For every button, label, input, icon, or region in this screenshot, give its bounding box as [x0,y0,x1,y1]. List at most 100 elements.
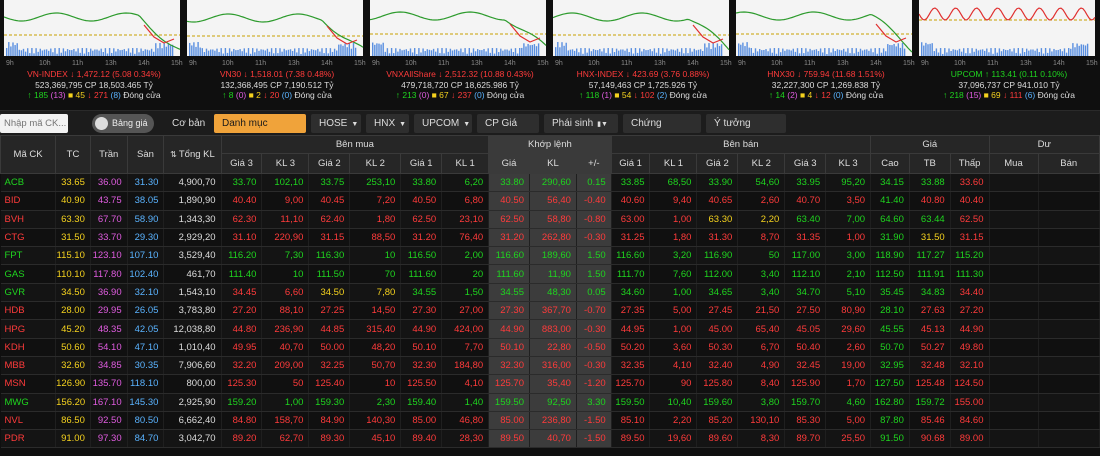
buy-vol-1: 20 [441,264,490,284]
surplus-buy-cell [989,393,1039,412]
table-row[interactable]: BID 40.90 43.75 38.05 1,890,90 40.40 9,00 40.45… [0,191,1100,211]
table-row[interactable]: NVL 86.50 92.50 80.50 6,662,40 84.80 158,70 84.… [0,411,1100,431]
floor-cell: 42.05 [127,319,165,339]
volume-bar [535,46,538,56]
sell-price-3: 112.10 [784,264,827,284]
table-row[interactable]: HDB 28.00 29.95 26.05 3,783,80 27.20 88,10 27.2… [0,301,1100,321]
buy-vol-2: 50,70 [349,356,402,376]
volume-bar [514,48,517,56]
table-row[interactable]: KDH 50.60 54.10 47.10 1,010,40 49.95 40,70 50.0… [0,338,1100,357]
volume-bar [685,48,687,56]
volume-bar [73,48,75,56]
toggle-knob [95,117,108,130]
volume-bar [620,49,622,56]
tab-phái-sinh[interactable]: Phái sinh ▮▼ [544,114,618,133]
tab-cp-giá-trị[interactable]: CP Giá trị▼ [477,114,539,148]
table-row[interactable]: BVH 63.30 67.70 58.90 1,343,30 62.30 11,10 62.4… [0,210,1100,229]
tab-hnx[interactable]: HNX ▼ [366,114,409,133]
volume-bar [399,48,401,56]
index-panel-hnx-index[interactable]: 9h 10h 11h 13h 14h 15h HNX-INDEX ↓ 423.69 (3.7… [553,0,733,110]
table-row[interactable]: MSN 126.90 135.70 118.10 800,00 125.30 50 125.4… [0,374,1100,394]
table-row[interactable]: CTG 31.50 33.70 29.30 2,929,20 31.10 220,90 31.… [0,228,1100,248]
tab-upcom[interactable]: UPCOM ▼ [414,114,472,133]
buy-vol-3: 236,90 [261,319,310,339]
tab-ý-tưởng-gd[interactable]: Ý tưởng GD★ [706,114,786,148]
tab-danh-mục-vn30[interactable]: Danh mục VN30▼ [214,114,306,148]
buy-vol-1: 1,50 [441,283,490,303]
index-price-line [187,13,364,48]
volume-bar [386,48,389,56]
volume-bar [998,48,1001,56]
volume-bar [125,51,128,56]
col-buy-vol-3: KL 3 [261,153,310,174]
index-panel-vn-index[interactable]: 9h 10h 11h 13h 14h 15h VN-INDEX ↓ 1,472.12 (5.… [4,0,184,110]
advancers: ↑ 185 [27,90,51,100]
table-row[interactable]: ACB 33.65 36.00 31.30 4,900,70 33.70 102,10 33.… [0,173,1100,193]
index-value: ↓ 1,472.12 (5.08 0.34%) [70,69,161,79]
stock-search-input[interactable] [0,114,68,133]
basic-view-link[interactable]: Cơ bản [172,118,206,129]
sell-vol-3: 2,60 [825,338,872,357]
time-tick: 11h [987,60,998,67]
buy-vol-1: 2,00 [441,246,490,266]
tab-hose[interactable]: HOSE ▼ [311,114,361,133]
volume-bar [428,49,431,56]
decliners: ↓ 102 [633,90,657,100]
high-cell: 112.50 [870,264,910,284]
volume-bar [69,49,71,56]
volume-bar [35,48,37,56]
volume-bar [321,48,323,56]
match-vol-cell: 92,50 [529,393,577,412]
volume-bar [281,51,283,56]
col-total-volume[interactable]: ⇅ Tổng KL [163,135,222,174]
volume-bar [555,47,557,56]
total-volume-cell: 3,783,80 [163,301,222,321]
col-symbol[interactable]: Mã CK [0,135,57,174]
table-row[interactable]: FPT 115.10 123.10 107.10 3,529,40 116.20 7,30 1… [0,246,1100,266]
price-board-toggle[interactable]: Bảng giá [92,114,154,133]
volume-bar [264,50,266,56]
sell-price-2: 63.30 [696,210,739,229]
index-price-line-decline [509,23,541,43]
floor-cell: 80.50 [127,411,165,431]
volume-bar [487,48,489,56]
buy-vol-1: 6,20 [441,173,490,193]
symbol-cell: GVR [0,283,57,303]
tab-chứng-quyền[interactable]: Chứng quyền▼ [623,114,701,148]
volume-bar [782,48,784,56]
volume-bar [1002,49,1005,56]
buy-vol-3: 88,10 [261,301,310,321]
volume-bar [159,43,161,56]
index-panel-upcom[interactable]: 9h 10h 11h 13h 14h 15h UPCOM ↑ 113.41 (0.11 0.… [919,0,1099,110]
table-row[interactable]: GAS 110.10 117.80 102.40 461,70 111.40 10 111.5… [0,264,1100,284]
index-panel-hnx30[interactable]: 9h 10h 11h 13h 14h 15h HNX30 ↓ 759.94 (11.68 1… [736,0,916,110]
sell-price-2: 116.90 [696,246,739,266]
match-vol-cell: 58,80 [529,210,577,229]
table-row[interactable]: PDR 91.00 97.30 84.70 3,042,70 89.20 62,70 89.3… [0,429,1100,449]
volume-bar [1026,48,1028,56]
table-row[interactable]: HPG 45.20 48.35 42.05 12,038,80 44.80 236,90 44… [0,319,1100,339]
buy-price-2: 27.25 [308,301,351,321]
volume-bar [645,50,647,56]
table-row[interactable]: MWG 156.20 167.10 145.30 2,925,90 159.20 1,00 1… [0,393,1100,412]
volume-bar [830,52,832,56]
index-panel-vn30[interactable]: 9h 10h 11h 13h 14h 15h VN30 ↓ 1,518.01 (7.38 0… [187,0,367,110]
volume-bar [632,53,635,56]
volume-bar [1051,51,1053,56]
group-sell: Bên bán [610,135,872,154]
match-vol-cell: 290,60 [529,173,577,193]
time-tick: 9h [189,60,197,67]
index-panel-vnxallshare[interactable]: 9h 10h 11h 13h 14h 15h VNXAllShare ↓ 2,512.32 … [370,0,550,110]
surplus-buy-cell [989,429,1039,449]
index-headline: HNX30 ↓ 759.94 (11.68 1.51%) [736,69,916,80]
table-row[interactable]: GVR 34.50 36.90 32.10 1,543,10 34.45 6,60 34.50… [0,283,1100,303]
ceiling-cell: 117.80 [90,264,128,284]
table-row[interactable]: MBB 32.60 34.85 30.35 7,906,60 32.20 209,00 32.… [0,356,1100,376]
volume-bar [584,48,586,56]
buy-vol-3: 7,30 [261,246,310,266]
volume-bar [344,43,346,56]
volume-bar [929,43,931,56]
sell-price-3: 32.45 [784,356,827,376]
index-info: HNX-INDEX ↓ 423.69 (3.76 0.88%) 57,149,46… [553,69,733,101]
buy-price-2: 116.30 [308,246,351,266]
